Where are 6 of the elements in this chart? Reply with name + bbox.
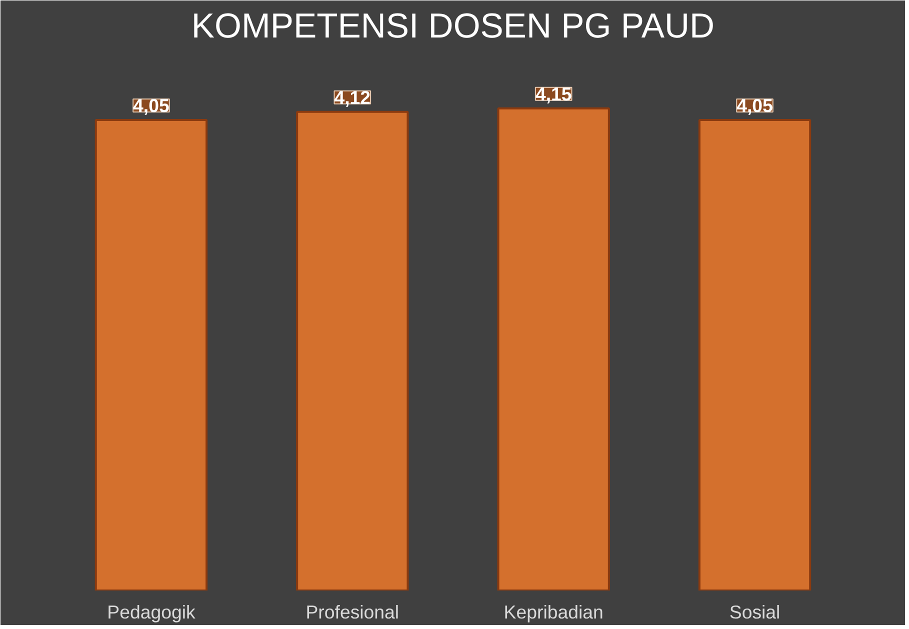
x-tick-label: Pedagogik (107, 602, 196, 622)
x-tick-label: Profesional (306, 602, 400, 622)
x-tick-label: Sosial (729, 602, 780, 622)
data-label: 4,12 (334, 86, 371, 108)
chart-title: KOMPETENSI DOSEN PG PAUD (191, 8, 715, 46)
x-tick-label: Kepribadian (504, 602, 604, 622)
